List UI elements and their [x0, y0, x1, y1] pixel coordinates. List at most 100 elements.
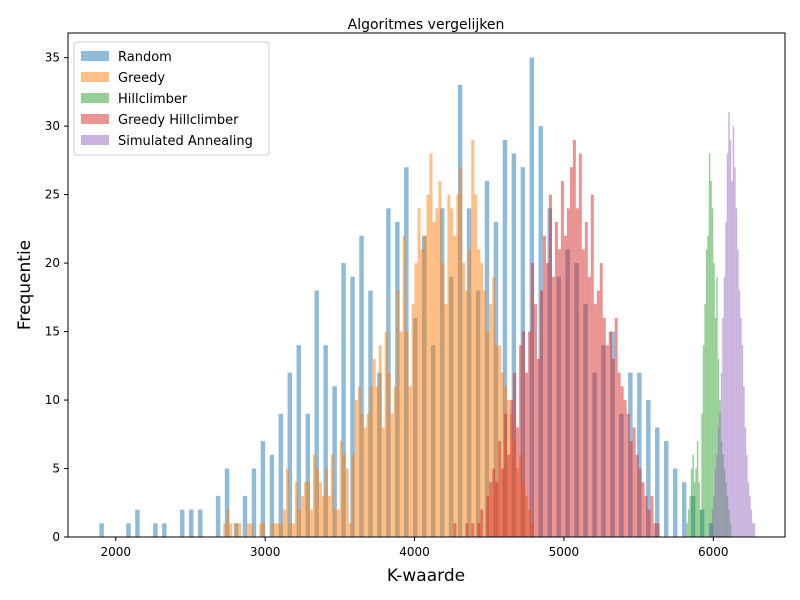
histogram-bar	[286, 468, 290, 537]
histogram-bar	[705, 249, 708, 537]
histogram-bar	[738, 290, 741, 537]
histogram-bar	[486, 331, 490, 537]
histogram-bar	[743, 386, 745, 537]
histogram-bar	[638, 468, 642, 537]
histogram-bar	[746, 454, 748, 537]
histogram-bar	[744, 427, 747, 537]
histogram-bar	[637, 372, 642, 537]
histogram-bar	[393, 386, 397, 537]
histogram-bar	[429, 153, 433, 537]
x-tick-label: 3000	[250, 545, 281, 559]
histogram-bar	[411, 304, 415, 537]
histogram-bar	[474, 194, 478, 538]
histogram-bar	[575, 208, 579, 538]
histogram-bar	[702, 345, 705, 537]
histogram-bar	[602, 317, 606, 537]
histogram-bar	[471, 139, 475, 537]
histogram-bar	[399, 331, 403, 537]
histogram-bar	[444, 304, 448, 537]
histogram-bar	[519, 345, 523, 537]
histogram-bar	[197, 509, 203, 537]
histogram-bar	[323, 345, 328, 537]
histogram-bar	[489, 304, 493, 537]
histogram-bar	[492, 468, 496, 537]
histogram-bar	[692, 454, 694, 537]
histogram-bar	[557, 249, 561, 537]
histogram-bar	[749, 495, 751, 537]
histogram-bar	[502, 139, 508, 537]
legend-label: Greedy	[118, 71, 165, 86]
histogram-bar	[617, 372, 621, 537]
histogram-bar	[740, 317, 742, 537]
histogram-bar	[350, 276, 355, 537]
histogram-bar	[423, 235, 427, 537]
histogram-bar	[153, 523, 158, 537]
histogram-bar	[271, 523, 275, 537]
histogram-bar	[560, 180, 564, 537]
histogram-bar	[417, 208, 421, 538]
histogram-bar	[687, 509, 690, 537]
histogram-bar	[339, 441, 343, 537]
histogram-bar	[641, 482, 645, 537]
histogram-bar	[720, 372, 723, 537]
histogram-bar	[516, 427, 520, 537]
histogram-bar	[438, 180, 442, 537]
histogram-bar	[719, 413, 721, 537]
histogram-bar	[693, 482, 696, 537]
histogram-bar	[357, 386, 361, 537]
histogram-bar	[305, 413, 310, 537]
histogram-bar	[635, 454, 639, 537]
histogram-bar	[701, 413, 703, 537]
histogram-bar	[360, 413, 364, 537]
histogram-bar	[387, 372, 391, 537]
histogram-bar	[235, 523, 239, 537]
histogram-bar	[298, 509, 302, 537]
histogram-bar	[215, 495, 221, 537]
histogram-bar	[289, 523, 293, 537]
histogram-bar	[623, 400, 627, 537]
histogram-bar	[725, 222, 727, 537]
histogram-bar	[713, 495, 715, 537]
legend-label: Random	[118, 50, 172, 65]
histogram-bar	[126, 523, 131, 537]
y-tick-label: 10	[45, 393, 60, 407]
histogram-bar	[572, 139, 576, 537]
histogram-bar	[426, 194, 430, 538]
histogram-bar	[646, 400, 651, 537]
histogram-bar	[309, 509, 313, 537]
histogram-bar	[278, 413, 284, 537]
histogram-bar	[489, 482, 493, 537]
histogram-bar	[292, 523, 296, 537]
histogram-bar	[729, 139, 732, 537]
histogram-bar	[707, 235, 709, 537]
histogram-bar	[226, 509, 230, 537]
histogram-bar	[747, 482, 750, 537]
histogram-bar	[354, 400, 358, 537]
histogram-bar	[321, 495, 325, 537]
histogram-bar	[277, 523, 281, 537]
histogram-bar	[569, 167, 573, 537]
histogram-bar	[711, 208, 714, 538]
histogram-bar	[99, 523, 104, 537]
x-tick-label: 2000	[101, 545, 132, 559]
x-tick-label: 4000	[399, 545, 430, 559]
histogram-bar	[734, 167, 736, 537]
histogram-bar	[608, 331, 612, 537]
histogram-bar	[283, 509, 287, 537]
histogram-bar	[363, 427, 367, 537]
histogram-bar	[345, 468, 349, 537]
histogram-bar	[307, 482, 310, 537]
histogram-bar	[525, 372, 529, 537]
histogram-bar	[698, 482, 700, 537]
legend-label: Greedy Hillclimber	[118, 113, 239, 128]
histogram-bar	[590, 194, 594, 538]
histogram-bar	[647, 509, 651, 537]
histogram-bar	[611, 358, 615, 537]
histogram-bar	[342, 454, 346, 537]
y-tick-label: 15	[45, 325, 60, 339]
histogram-bar	[312, 454, 316, 537]
histogram-bar	[626, 413, 630, 537]
histogram-bar	[330, 454, 334, 537]
histogram-bar	[462, 263, 466, 537]
y-tick-label: 5	[52, 462, 60, 476]
